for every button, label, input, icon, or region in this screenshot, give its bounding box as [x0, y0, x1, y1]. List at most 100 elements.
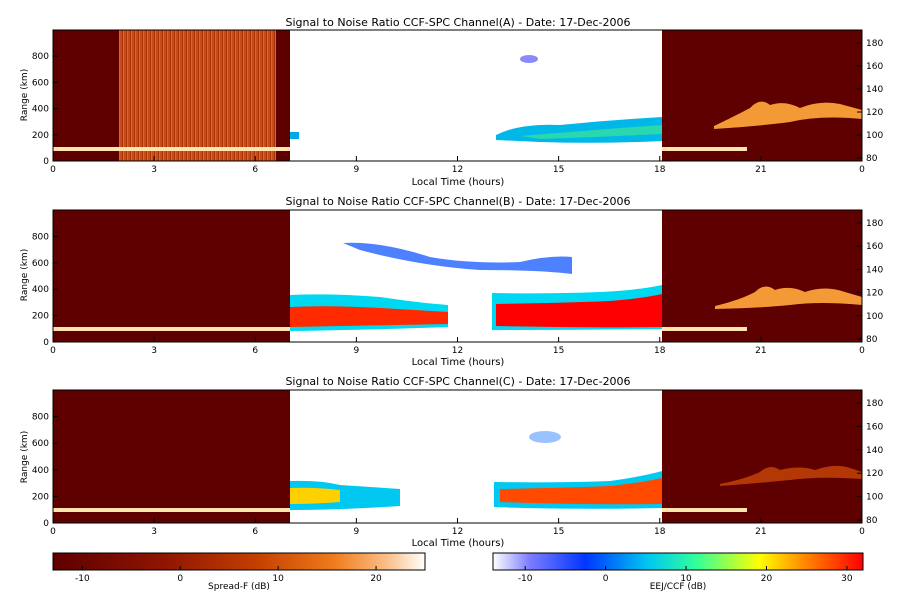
y2-tick-label: 100: [866, 312, 883, 322]
panel-a-night-bottom: [662, 147, 747, 151]
panel-b-xlabel: Local Time (hours): [412, 357, 505, 368]
panel-a-spreadf-stripes: [119, 30, 276, 161]
panel-b-upper-echoes: [343, 242, 572, 274]
panel-b-title: Signal to Noise Ratio CCF-SPC Channel(B)…: [286, 195, 631, 208]
y2-tick-label: 140: [866, 85, 883, 95]
colorbar-tick-label: 10: [680, 574, 692, 584]
colorbar-spreadf-ticks: -10 0 10 20: [75, 566, 382, 584]
panel-c-night-after: [662, 390, 862, 523]
colorbar-tick-label: 30: [841, 574, 853, 584]
x-tick-label: 21: [755, 527, 766, 537]
y-tick-label: 200: [32, 492, 49, 502]
y2-tick-label: 160: [866, 422, 883, 432]
x-tick-label: 6: [252, 346, 258, 356]
y-tick-label: 400: [32, 105, 49, 115]
panel-a: Signal to Noise Ratio CCF-SPC Channel(A)…: [20, 16, 883, 188]
panel-a-upper-echo: [520, 55, 538, 63]
panel-a-title: Signal to Noise Ratio CCF-SPC Channel(A)…: [286, 16, 631, 29]
y2-tick-label: 180: [866, 219, 883, 229]
x-tick-label: 0: [50, 165, 56, 175]
y-tick-label: 400: [32, 466, 49, 476]
panel-b-night-after: [662, 210, 862, 342]
y2-tick-label: 80: [866, 516, 878, 526]
panel-c-ylabel: Range (km): [20, 431, 30, 483]
panel-c-night-before: [53, 390, 290, 523]
x-tick-label: 3: [151, 527, 157, 537]
y2-tick-label: 100: [866, 131, 883, 141]
panel-b-ylabel: Range (km): [20, 249, 30, 301]
y2-tick-label: 160: [866, 62, 883, 72]
y-tick-label: 800: [32, 232, 49, 242]
y-tick-label: 200: [32, 131, 49, 141]
panel-b-yticks: 0 200 400 600 800 80 100 120 140 160 180: [32, 219, 884, 348]
x-tick-label: 9: [354, 527, 360, 537]
panel-b-xticks: 0 3 6 9 12 15 18 21 0: [50, 337, 865, 356]
panel-a-bottomside-layer: [53, 147, 290, 151]
panel-c: Signal to Noise Ratio CCF-SPC Channel(C)…: [20, 375, 883, 549]
panel-a-plumes: [714, 101, 862, 129]
x-tick-label: 21: [755, 346, 766, 356]
x-tick-label: 0: [859, 346, 865, 356]
x-tick-label: 18: [654, 165, 666, 175]
panel-b-night-bottom: [662, 327, 747, 331]
colorbar-tick-label: 10: [272, 574, 284, 584]
panel-c-night-bottom: [662, 508, 747, 512]
x-tick-label: 0: [859, 165, 865, 175]
colorbar-tick-label: 20: [370, 574, 382, 584]
y2-tick-label: 160: [866, 242, 883, 252]
panel-c-upper-echo: [529, 431, 561, 443]
x-tick-label: 9: [354, 165, 360, 175]
x-tick-label: 18: [654, 527, 666, 537]
panel-a-150km-core: [520, 125, 662, 139]
x-tick-label: 15: [553, 165, 564, 175]
colorbar-eej-gradient: [492, 552, 864, 571]
panel-b-plumes: [715, 286, 862, 309]
x-tick-label: 6: [252, 165, 258, 175]
y-tick-label: 0: [43, 519, 49, 529]
y2-tick-label: 180: [866, 39, 883, 49]
colorbar-tick-label: -10: [518, 574, 533, 584]
y2-tick-label: 180: [866, 399, 883, 409]
y2-tick-label: 100: [866, 493, 883, 503]
panel-a-xticks: 0 3 6 9 12 15 18 21 0: [50, 156, 865, 175]
panel-c-eej-late-core: [500, 478, 662, 505]
y-tick-label: 200: [32, 312, 49, 322]
panel-c-plumes: [720, 465, 862, 486]
y-tick-label: 800: [32, 413, 49, 423]
panel-c-yticks: 0 200 400 600 800 80 100 120 140 160 180: [32, 399, 884, 529]
panel-a-xlabel: Local Time (hours): [412, 177, 505, 188]
x-tick-label: 3: [151, 165, 157, 175]
colorbar-tick-label: 0: [177, 574, 183, 584]
y2-tick-label: 80: [866, 154, 878, 164]
panel-b-eej-late-core: [496, 294, 662, 328]
y2-tick-label: 140: [866, 265, 883, 275]
y2-tick-label: 80: [866, 335, 878, 345]
y-tick-label: 800: [32, 52, 49, 62]
colorbar-eej: -10 0 10 20 30 EEJ/CCF (dB): [492, 552, 864, 592]
y-tick-label: 400: [32, 285, 49, 295]
y2-tick-label: 120: [866, 289, 883, 299]
colorbar-spreadf-label: Spread-F (dB): [208, 582, 270, 592]
y2-tick-label: 120: [866, 469, 883, 479]
panel-a-ylabel: Range (km): [20, 69, 30, 121]
panel-c-title: Signal to Noise Ratio CCF-SPC Channel(C)…: [285, 375, 630, 388]
panel-a-night-after: [662, 30, 862, 161]
panel-c-xticks: 0 3 6 9 12 15 18 21 0: [50, 518, 865, 537]
x-tick-label: 12: [452, 165, 463, 175]
y2-tick-label: 120: [866, 108, 883, 118]
x-tick-label: 21: [755, 165, 766, 175]
y-tick-label: 600: [32, 439, 49, 449]
y-tick-label: 0: [43, 338, 49, 348]
y-tick-label: 0: [43, 157, 49, 167]
colorbar-tick-label: 0: [603, 574, 609, 584]
x-tick-label: 6: [252, 527, 258, 537]
panel-c-xlabel: Local Time (hours): [412, 538, 505, 549]
x-tick-label: 12: [452, 527, 463, 537]
panel-b-eej-early-core: [290, 306, 448, 327]
colorbar-eej-ticks: -10 0 10 20 30: [518, 566, 853, 584]
x-tick-label: 15: [553, 346, 564, 356]
y-tick-label: 600: [32, 78, 49, 88]
y2-tick-label: 140: [866, 446, 883, 456]
y-tick-label: 600: [32, 259, 49, 269]
